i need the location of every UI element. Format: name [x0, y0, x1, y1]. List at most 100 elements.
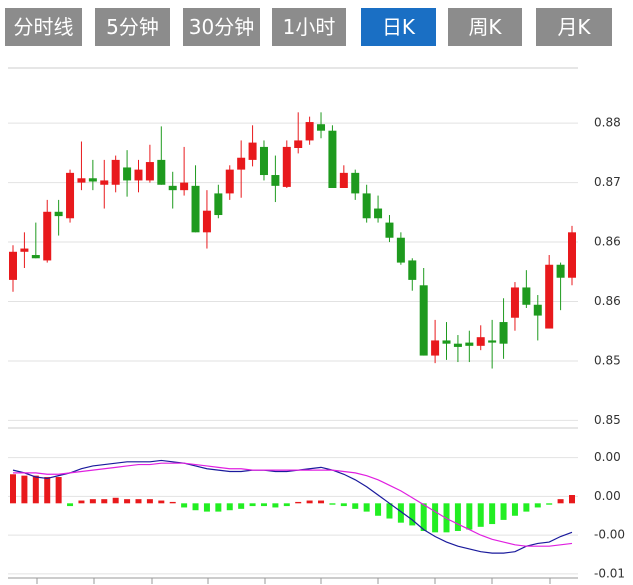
macd-bar [511, 503, 518, 516]
candle-body [533, 304, 542, 316]
y-tick-label: 0.88 [594, 116, 621, 130]
y-tick-label: 0.85 [594, 413, 621, 427]
macd-bar [215, 503, 222, 512]
candle-body [248, 142, 257, 160]
candle-body [43, 211, 52, 261]
candle-body [442, 340, 451, 344]
candle-body [396, 237, 405, 263]
candle-body [317, 124, 326, 131]
y-tick-label: -0.01 [594, 566, 625, 580]
candle-body [431, 340, 440, 356]
macd-bar [89, 499, 96, 504]
macd-bar [557, 499, 564, 504]
macd-bar [135, 499, 142, 504]
candle-body [351, 172, 360, 194]
macd-bar [55, 477, 62, 504]
macd-bar [420, 503, 427, 531]
macd-bar [192, 503, 199, 511]
candle-body [556, 264, 565, 278]
macd-bar [146, 499, 153, 504]
macd-bar [409, 503, 416, 526]
x-axis-ticks [36, 578, 551, 584]
candle-body [488, 340, 497, 343]
macd-line [12, 459, 573, 554]
macd-bar [124, 499, 131, 504]
candle-body [134, 169, 143, 181]
macd-bar [158, 500, 165, 504]
candle-body [271, 175, 280, 186]
macd-bar [397, 503, 404, 523]
tab[interactable]: 周K [448, 8, 522, 46]
candle-body [214, 193, 223, 216]
candle-body [157, 159, 166, 185]
macd-bar [32, 475, 39, 504]
candle-body [237, 157, 246, 170]
candle-body [88, 178, 97, 182]
macd-bar [203, 503, 210, 512]
candle-body [339, 172, 348, 188]
y-tick-label: -0.00 [594, 528, 625, 542]
candle-body [100, 180, 109, 185]
macd-line [13, 462, 573, 547]
candle-body [191, 185, 200, 233]
tab[interactable]: 5分钟 [95, 8, 170, 46]
macd-bar [318, 500, 325, 504]
candle-body [54, 211, 63, 217]
macd-bar [500, 503, 507, 520]
macd-bar [329, 503, 336, 505]
tab[interactable]: 月K [536, 8, 612, 46]
macd-bar [454, 503, 461, 531]
candle-body [465, 342, 474, 346]
y-tick-label: 0.86 [594, 294, 621, 308]
macd-bar [306, 500, 313, 504]
y-tick-label: 0.00 [594, 450, 621, 464]
tab[interactable]: 分时线 [5, 8, 82, 46]
macd-bar [363, 503, 370, 512]
macd-bar [386, 503, 393, 519]
tab-bar: 分时线 5分钟 30分钟 1小时 日K 周K 月K [0, 0, 633, 56]
macd-bar [260, 503, 267, 507]
macd-bar [340, 503, 347, 507]
candle-body [476, 337, 485, 346]
candle-body [282, 146, 291, 187]
macd-bar [67, 503, 74, 507]
macd-bar [272, 503, 279, 508]
candle-body [328, 130, 337, 188]
candle-body [31, 255, 40, 259]
macd-bar [432, 503, 439, 533]
candle-body [77, 178, 86, 183]
macd-bar [249, 503, 256, 507]
macd-bar [238, 503, 245, 509]
macd-bar [466, 503, 473, 530]
tab[interactable]: 1小时 [272, 8, 346, 46]
candle-body [9, 251, 17, 280]
candle-body [510, 287, 519, 318]
macd-bar [101, 499, 108, 504]
candle-body [168, 185, 177, 191]
macd-bar [546, 503, 553, 505]
macd-bar [489, 503, 496, 525]
candle-body [225, 169, 234, 194]
macd-bar [112, 497, 119, 504]
macd-bar [21, 475, 28, 504]
candle-body [259, 146, 268, 176]
candle-body [453, 343, 462, 347]
macd-bar [523, 503, 530, 512]
tab[interactable]: 日K [361, 8, 436, 46]
y-tick-label: 0.00 [594, 489, 621, 503]
candle-body [145, 162, 154, 181]
macd-bar [181, 503, 188, 508]
candle-body [294, 140, 303, 148]
macd-bar [534, 503, 541, 508]
tab[interactable]: 30分钟 [183, 8, 260, 46]
candle-body [419, 285, 428, 356]
candle-body [111, 159, 120, 185]
macd-bar [352, 503, 359, 509]
candle-body [408, 260, 417, 280]
macd-bar [169, 501, 176, 504]
candle-body [202, 210, 211, 233]
candle-body [362, 193, 371, 219]
candle-body [66, 172, 75, 219]
